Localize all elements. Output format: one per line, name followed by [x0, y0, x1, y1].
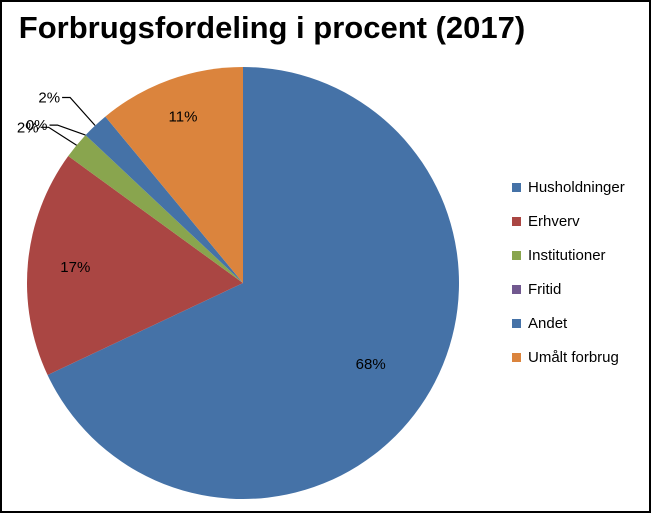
legend-item-husholdninger: Husholdninger [512, 170, 625, 204]
pie-slice-institutioner [68, 135, 243, 283]
pie-slice-um-lt-forbrug [105, 67, 243, 283]
legend-swatch [512, 250, 521, 260]
leader-line [62, 96, 96, 126]
legend-item-erhverv: Erhverv [512, 204, 625, 238]
leader-lines [40, 96, 96, 146]
data-label-um-lt-forbrug: 11% [169, 108, 198, 125]
pie-slices [27, 67, 460, 500]
leader-line [49, 124, 86, 136]
data-label-institutioner: 2% [17, 119, 39, 136]
data-label-andet: 2% [38, 90, 60, 107]
data-label-fritid: 0% [26, 117, 48, 134]
legend-label: Umålt forbrug [528, 348, 619, 366]
legend-label: Andet [528, 314, 568, 332]
legend-label: Erhverv [528, 212, 580, 230]
data-label-husholdninger: 68% [356, 356, 386, 373]
legend-label: Fritid [528, 280, 562, 298]
data-label-erhverv: 17% [60, 259, 90, 276]
legend-item-andet: Andet [512, 306, 625, 340]
legend-label: Husholdninger [528, 178, 625, 196]
pie-slice-erhverv [27, 156, 243, 375]
legend-label: Institutioner [528, 246, 606, 264]
legend-swatch [512, 352, 521, 362]
legend-swatch [512, 318, 521, 328]
data-labels: 68%17%2%0%2%11% [17, 90, 386, 374]
legend-item-fritid: Fritid [512, 272, 625, 306]
legend-swatch [512, 284, 521, 294]
pie-slice-andet [85, 116, 243, 283]
leader-line [40, 126, 77, 146]
legend: Husholdninger Erhverv Institutioner Frit… [512, 170, 625, 374]
pie-slice-husholdninger [47, 67, 460, 500]
legend-swatch [512, 182, 521, 192]
chart-title: Forbrugsfordeling i procent (2017) [18, 10, 526, 45]
legend-item-institutioner: Institutioner [512, 238, 625, 272]
legend-item-umaalt-forbrug: Umålt forbrug [512, 340, 625, 374]
legend-swatch [512, 216, 521, 226]
